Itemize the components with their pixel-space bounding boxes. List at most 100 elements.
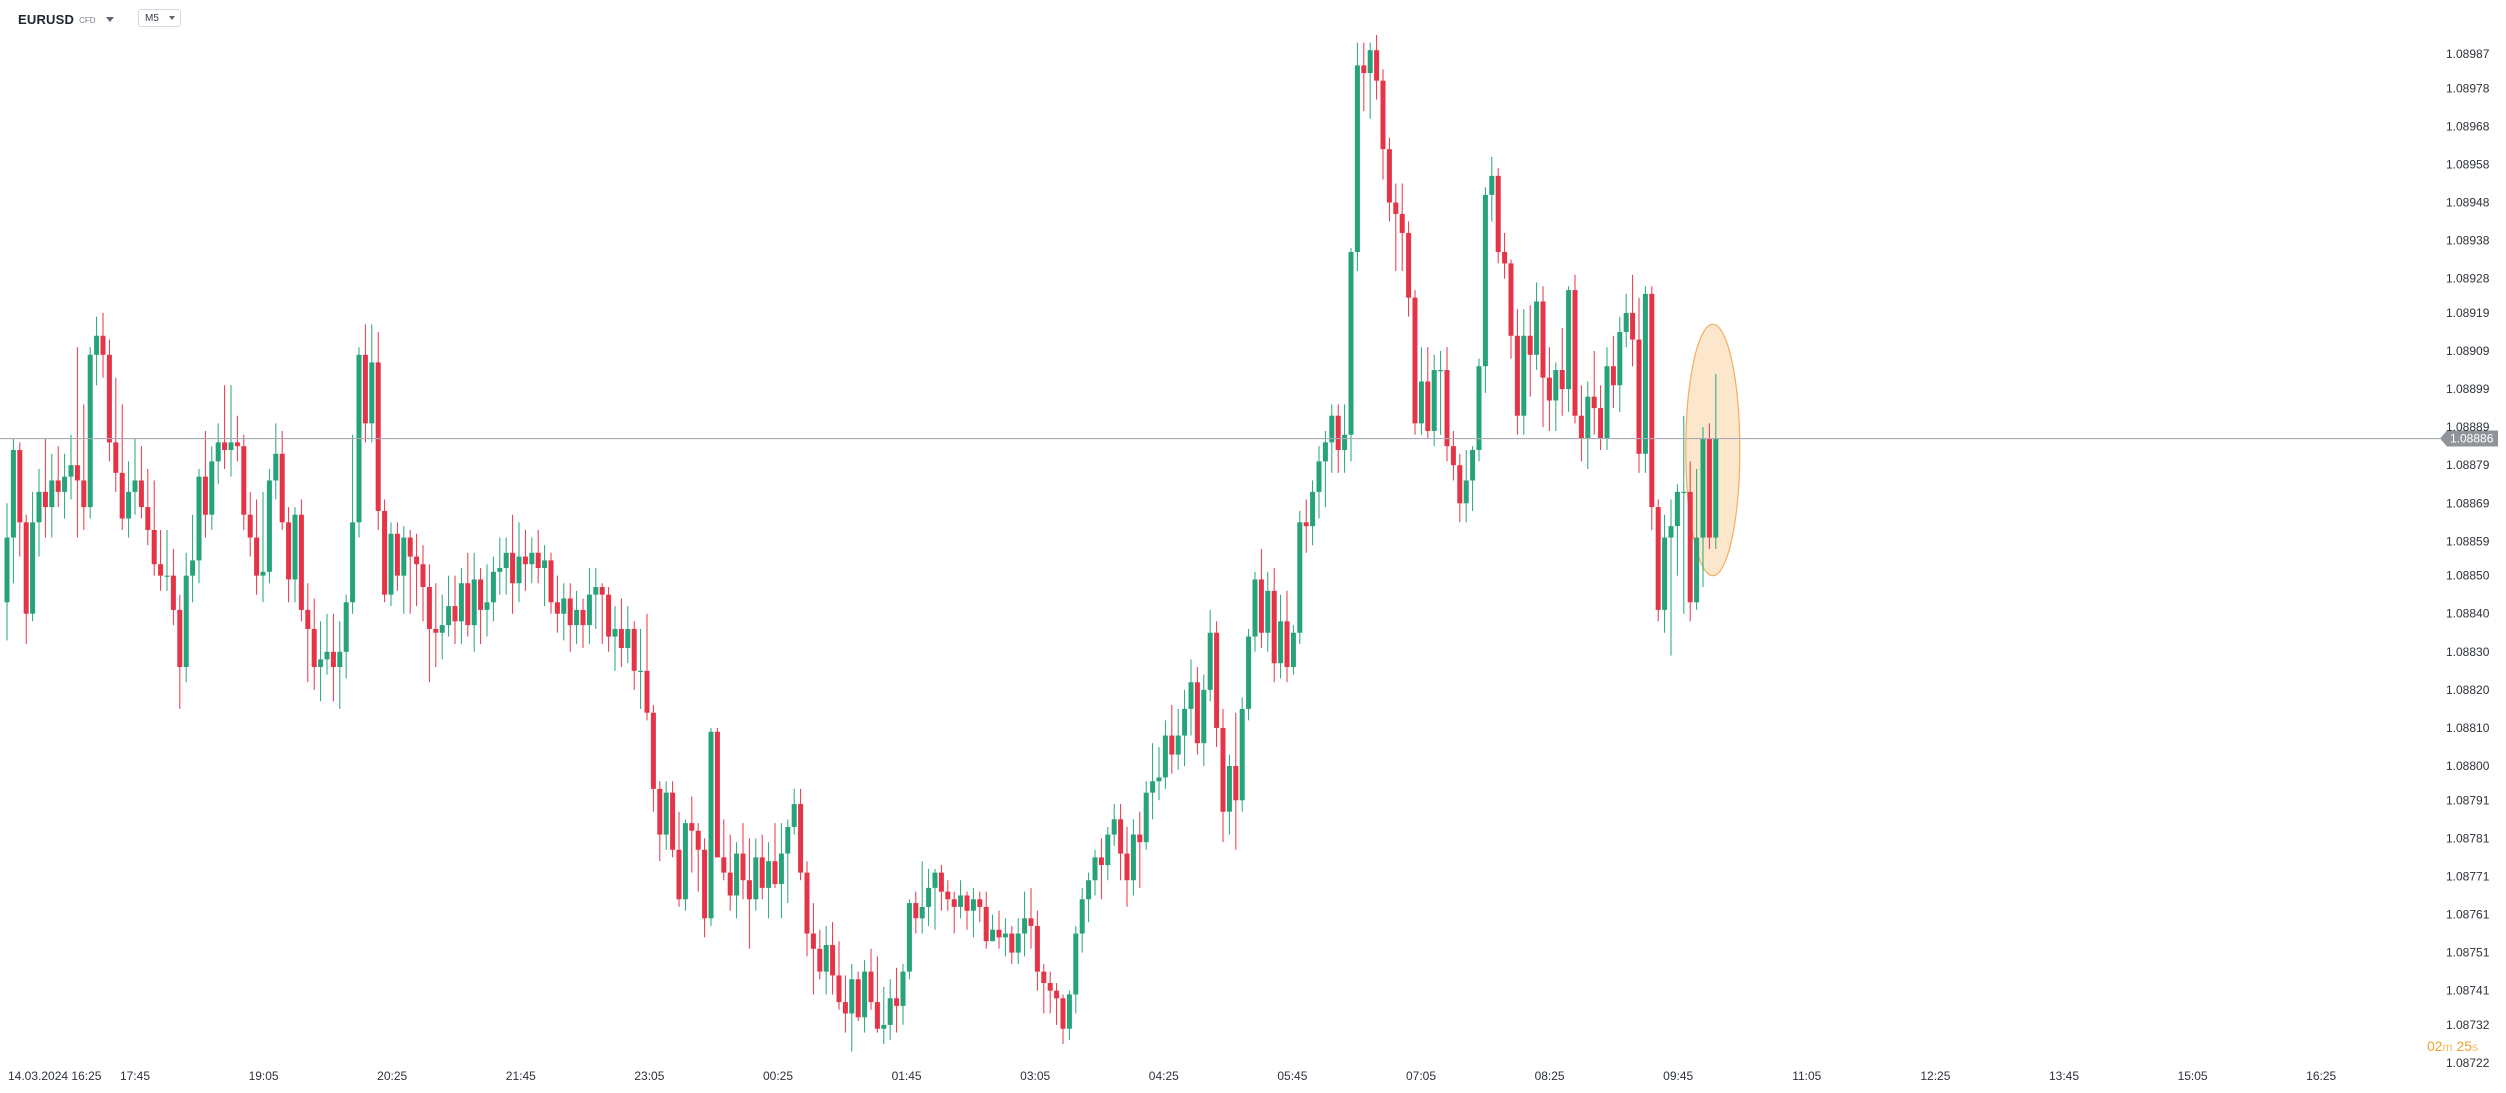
- candle-body: [1668, 526, 1674, 538]
- candle: [1361, 42, 1367, 112]
- candle-body: [407, 537, 413, 557]
- candle: [1662, 514, 1668, 633]
- candle: [1444, 347, 1450, 462]
- candle: [100, 312, 106, 378]
- candle: [17, 442, 23, 557]
- candle: [503, 537, 509, 595]
- candle: [126, 461, 132, 538]
- candle-body: [1374, 50, 1380, 81]
- candle-body: [1457, 465, 1463, 504]
- symbol-selector[interactable]: EURUSD CFD: [18, 8, 114, 30]
- candle: [94, 316, 100, 386]
- candle-body: [100, 335, 106, 355]
- candle-body: [209, 461, 215, 515]
- candle-body: [1130, 834, 1136, 881]
- candle-body: [1214, 632, 1220, 728]
- candle-body: [1009, 933, 1015, 953]
- candle-body: [266, 480, 272, 572]
- candle: [324, 613, 330, 675]
- x-tick-label: 08:25: [1535, 1069, 1565, 1083]
- candle: [638, 628, 644, 709]
- candle-body: [778, 853, 784, 885]
- candle: [1086, 872, 1092, 923]
- candle-body: [1278, 621, 1284, 664]
- candle: [484, 564, 490, 637]
- candle: [311, 598, 317, 690]
- candle-body: [503, 552, 509, 569]
- candle: [759, 834, 765, 900]
- candle-body: [1220, 727, 1226, 812]
- candle: [452, 575, 458, 645]
- candle-body: [1546, 377, 1552, 401]
- candle: [215, 423, 221, 485]
- candle: [586, 568, 592, 645]
- candle-body: [977, 899, 983, 907]
- candle-body: [382, 510, 388, 595]
- candle: [497, 537, 503, 595]
- candle-body: [196, 476, 202, 561]
- candle: [1130, 819, 1136, 896]
- candle-body: [638, 670, 644, 673]
- candle: [612, 606, 618, 671]
- candle-body: [1361, 65, 1367, 74]
- candle: [439, 594, 445, 660]
- candle-body: [945, 891, 951, 900]
- candle: [1098, 838, 1104, 900]
- candle: [478, 568, 484, 645]
- candle: [676, 811, 682, 907]
- candle: [1655, 499, 1661, 622]
- candle: [714, 727, 720, 858]
- countdown-minutes: 02: [2426, 1038, 2443, 1054]
- candle: [1156, 746, 1162, 801]
- candle: [1278, 594, 1284, 679]
- candle-body: [855, 979, 861, 1018]
- candle-body: [1073, 933, 1079, 995]
- candle-body: [151, 529, 157, 565]
- candle: [842, 975, 848, 1033]
- candle: [1079, 887, 1085, 953]
- candle: [574, 590, 580, 645]
- candle-body: [458, 583, 464, 622]
- candle: [1188, 659, 1194, 736]
- candle: [766, 842, 772, 919]
- candle-body: [990, 929, 996, 942]
- candle-body: [836, 975, 842, 1003]
- candle-body: [1316, 461, 1322, 492]
- candle-body: [1566, 290, 1572, 390]
- candle: [919, 861, 925, 934]
- x-tick-label: 05:45: [1277, 1069, 1307, 1083]
- candle-body: [1598, 408, 1604, 439]
- candle-body: [1393, 202, 1399, 214]
- candle: [567, 583, 573, 652]
- candle: [836, 941, 842, 1010]
- candle-body: [1412, 297, 1418, 424]
- candle: [1476, 358, 1482, 462]
- candle-body: [113, 442, 119, 473]
- time-axis[interactable]: 14.03.2024 16:25 17:45 19:05 20:25 21:45 23:0…: [8, 1069, 2337, 1083]
- candle-body: [606, 594, 612, 637]
- candle-body: [913, 903, 919, 919]
- candle: [734, 842, 740, 919]
- candle: [407, 529, 413, 614]
- candle: [516, 522, 522, 603]
- candle-body: [951, 899, 957, 907]
- candle-body: [772, 861, 778, 885]
- candle-body: [746, 880, 752, 900]
- candle: [273, 423, 279, 500]
- candle: [650, 705, 656, 812]
- candle: [785, 819, 791, 904]
- candle: [113, 377, 119, 492]
- candle: [1022, 891, 1028, 957]
- candle-body: [1252, 579, 1258, 637]
- candle-body: [369, 362, 375, 424]
- y-tick-label: 1.08928: [2446, 272, 2490, 286]
- candle-body: [1713, 438, 1719, 538]
- candle-body: [567, 598, 573, 626]
- candle-body: [4, 537, 10, 603]
- candle-body: [49, 480, 55, 508]
- price-axis[interactable]: 1.08987 1.08978 1.08968 1.08958 1.08948 1.089…: [2446, 47, 2490, 1070]
- timeframe-select[interactable]: M5: [138, 9, 181, 27]
- y-tick-label: 1.08810: [2446, 721, 2490, 735]
- candle-body: [1367, 50, 1373, 74]
